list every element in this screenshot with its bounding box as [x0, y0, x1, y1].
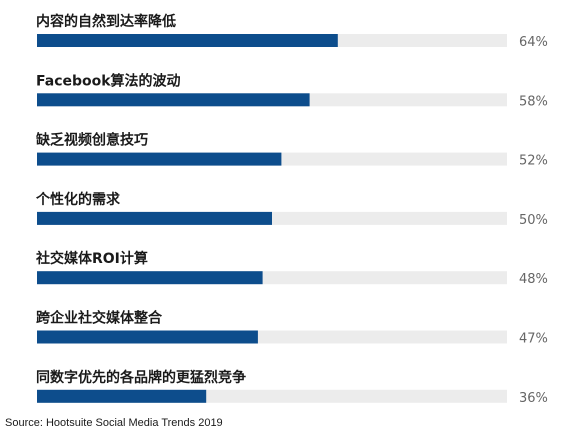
- bar: [37, 389, 207, 403]
- category-label: Facebook算法的波动: [36, 72, 181, 89]
- category-label: 个性化的需求: [35, 191, 121, 208]
- category-label: 社交媒体ROI计算: [35, 250, 148, 267]
- category-label: 缺乏视频创意技巧: [36, 132, 148, 149]
- value-label: 52%: [519, 154, 548, 169]
- bar: [37, 152, 282, 166]
- source-note: Source: Hootsuite Social Media Trends 20…: [5, 417, 223, 429]
- value-label: 50%: [519, 213, 548, 228]
- bar: [37, 271, 263, 285]
- bar: [37, 93, 310, 107]
- value-label: 64%: [519, 35, 548, 50]
- value-label: 48%: [519, 272, 548, 287]
- bar: [37, 34, 338, 47]
- value-label: 58%: [519, 94, 548, 109]
- bar: [37, 330, 258, 344]
- value-label: 47%: [519, 332, 548, 347]
- category-label: 跨企业社交媒体整合: [36, 310, 163, 327]
- category-label: 内容的自然到达率降低: [36, 13, 176, 30]
- bar: [37, 211, 272, 225]
- value-label: 36%: [519, 391, 548, 406]
- category-label: 同数字优先的各品牌的更猛烈竞争: [36, 369, 246, 386]
